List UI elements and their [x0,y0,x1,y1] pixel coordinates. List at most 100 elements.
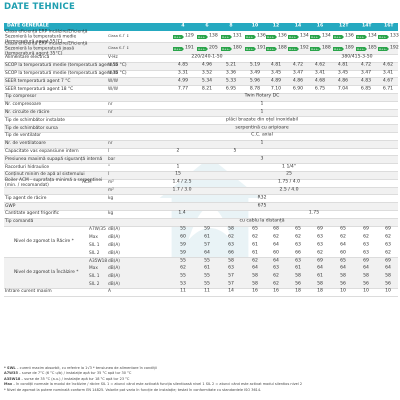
cell-value: 63 [363,250,369,256]
cell-value: 60 [273,250,279,256]
row-label: Alimentare electrică [5,55,50,61]
cell-value: 4.86 [337,78,349,84]
cell-value: 57 [204,242,210,248]
cell-value: 4.72 [360,62,372,68]
noise-block: Nivel de zgomot la Răcire * A7W/35 dB(A) 55… [4,227,398,258]
span-value: Twin Rotary DC [244,94,280,100]
cell-value: 5.96 [249,78,261,84]
energy-badge-icon: A+++ [356,46,367,51]
header-model-14T: 14T [362,23,372,29]
table-row: SEER temperatură agent 18 °C W/W 7.77 8.21 6… [4,86,398,94]
row-unit: dB(A) [108,235,120,241]
energy-badge-icon: A+++ [288,46,299,51]
noise-mode: Max [89,266,98,272]
energy-badge-icon: A++ [310,34,321,39]
cell-value: 3.45 [337,70,349,76]
row-label: Tip de schimbător sursa [5,125,58,131]
energy-badge-icon: A+++ [378,46,389,51]
span-value: 25 [286,172,292,178]
span-value: 675 [257,203,267,209]
header-model-12: 12 [272,23,280,29]
table-row: Tip compresor Twin Rotary DC [4,93,398,102]
cell-value: 3.41 [314,70,326,76]
noise-block: Nivel de zgomot la Încălzire * A35W18 dB(A… [4,257,398,289]
span-value: 2 [176,148,180,154]
table-row: SCOP la temperatură medie (temperatură a… [4,71,398,79]
cell-value: 62 [273,234,279,240]
cell-value: 66 [295,250,301,256]
cell-value: 62 [252,234,258,240]
footnote-text: – curent maxim absorbit, cu referire la … [15,366,157,370]
cell-value: 58 [317,281,323,287]
row-unit: dB(A) [108,227,120,233]
cell-value: 58 [228,258,234,264]
cell-value: 131 [233,33,242,39]
energy-badge-icon: A++ [333,34,344,39]
table-row: Clasa eficiență ERP încălzire/Eficiență … [4,41,399,56]
cell-value: 65 [252,227,258,233]
cell-value: 4.89 [270,78,282,84]
cell-value: 64 [340,242,346,248]
page-title: DATE TEHNICE [4,2,75,12]
row-label: SCOP la temperatură medie (temperatură a… [5,70,127,76]
header-label: DATE GENERALE [7,23,49,29]
cell-value: 59 [180,242,186,248]
row-label: Nivel de zgomot la Încălzire * [14,269,79,275]
table-row: GWP 675 [4,203,398,211]
cell-value: 7.04 [337,86,349,92]
row-unit: l [108,172,110,178]
cell-value: 4.86 [292,78,304,84]
cell-value: 10 [385,289,391,294]
noise-row: SIL 2 dB(A) 59 64 66 61 60 66 62 60 63 62 [4,250,398,258]
noise-row: A35W18 dB(A) 55 55 58 62 64 63 69 65 69 69 [4,258,398,266]
energy-badge-icon: A++ [266,34,277,39]
cell-value: 5.33 [225,78,237,84]
cell-value: 191 [257,45,266,51]
span-value: C.C. axial [251,133,273,139]
header-model-4: 4 [181,23,185,29]
cell-value: 56 [363,281,369,287]
cell-value: 4.72 [292,62,304,68]
row-unit: m² [108,179,114,185]
cell-value: 62 [180,266,186,272]
cell-value: 58 [252,273,258,279]
row-label: Boiler ACM - suprafața minimă a serpenti… [5,178,103,189]
cell-value: 129 [185,33,194,39]
cell-value: 56 [385,281,391,287]
footnote-text: – în condiții normale la modul de încălz… [12,382,303,387]
cell-value: 55 [204,258,210,264]
cell-value: 11 [204,289,210,294]
cell-value: 4.62 [314,62,326,68]
row-unit: dB(A) [108,250,120,256]
cell-value: 59 [180,250,186,256]
cell-value: 136 [257,33,266,39]
cell-value: 16 [273,289,279,294]
row-label: Racorduri hidraulice [5,164,50,170]
cell-value: 62 [295,234,301,240]
footnote: A7W35 – surse de 7°C (6 °C u/b) / instal… [4,371,398,376]
energy-badge-icon: A++ [173,34,184,39]
cell-value: 4.81 [337,62,349,68]
cell-value: 7.77 [177,86,189,92]
cell-value: 59 [204,227,210,233]
header-model-14: 14 [294,23,302,29]
cell-value: 63 [295,242,301,248]
energy-class-label: Clasa Є-Ѓ ↕ [108,45,130,50]
row-unit: m² [108,187,114,193]
row-label: Tip de schimbător instalate [5,117,65,123]
row-unit: kg [108,211,114,217]
energy-badge-icon: A+++ [221,46,232,51]
row-unit: dB(A) [108,258,120,264]
cell-value: 64 [317,266,323,272]
cell-value: 4.96 [201,62,213,68]
cell-value: 7.10 [270,86,282,92]
row-label: SCOP la temperatură medie (temperatură a… [5,62,127,68]
span-value: R32 [257,195,267,201]
cell-value: 134 [368,33,377,39]
row-unit: A [108,289,111,295]
row-unit: " [108,164,110,170]
table-row: Tip de schimbător instalate plăci brazate… [4,117,398,126]
energy-badge-icon: A++ [221,34,232,39]
footnote-text: * Nivel de zgomot la putere nominală con… [4,387,262,392]
cell-value: 65 [340,258,346,264]
